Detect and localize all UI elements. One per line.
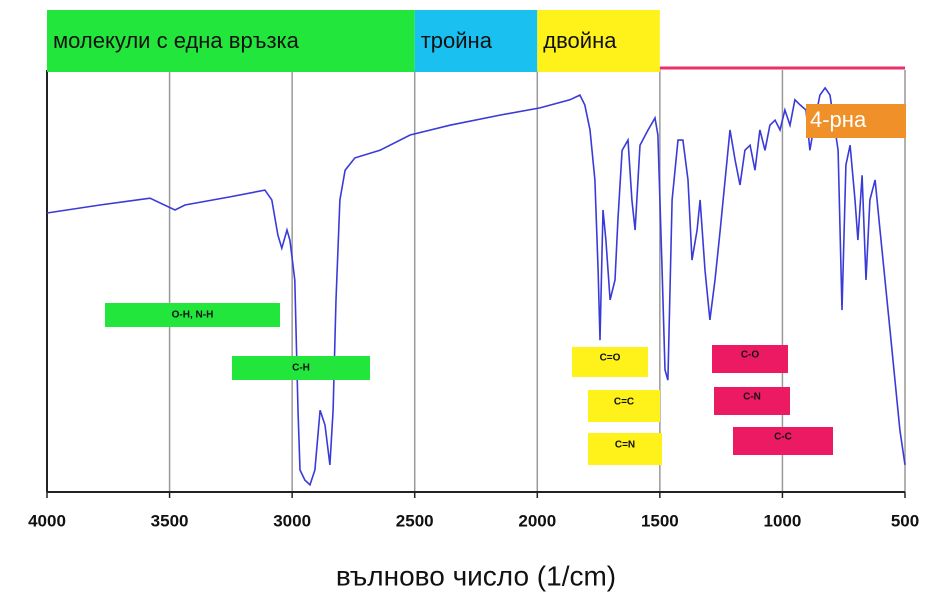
annotation-label: O-H, N-H bbox=[172, 310, 214, 321]
annotation-label: C=C bbox=[614, 397, 634, 408]
x-axis-label: вълново число (1/cm) bbox=[336, 560, 616, 591]
region-band bbox=[47, 10, 415, 72]
x-tick-label: 1000 bbox=[764, 511, 802, 530]
annotation-box bbox=[588, 390, 660, 422]
annotation-box bbox=[232, 356, 370, 380]
annotation-label: C-C bbox=[774, 432, 792, 443]
region-label: молекули с една връзка bbox=[53, 28, 300, 53]
annotation-label: C-N bbox=[743, 392, 761, 403]
annotation-label: C=N bbox=[615, 440, 635, 451]
annotation-box bbox=[712, 345, 788, 373]
x-tick-label: 1500 bbox=[641, 511, 679, 530]
annotation-box bbox=[588, 433, 662, 465]
spectrum-line bbox=[46, 86, 906, 487]
region-label: тройна bbox=[421, 28, 493, 53]
x-tick-label: 2000 bbox=[518, 511, 556, 530]
region-band bbox=[414, 10, 538, 72]
x-tick-label: 3500 bbox=[151, 511, 189, 530]
annotation-box bbox=[572, 347, 648, 377]
region-band bbox=[537, 10, 660, 72]
annotation-box bbox=[714, 387, 790, 415]
annotation-label: C-O bbox=[741, 350, 760, 361]
x-tick-label: 3000 bbox=[273, 511, 311, 530]
x-tick-label: 4000 bbox=[28, 511, 66, 530]
annotation-box bbox=[105, 303, 280, 327]
annotation-label: C=O bbox=[600, 353, 621, 364]
annotation-label: 4-рна bbox=[810, 107, 867, 132]
x-tick-label: 2500 bbox=[396, 511, 434, 530]
annotation-box bbox=[806, 104, 906, 138]
region-label: двойна bbox=[543, 28, 617, 53]
annotation-label: C-H bbox=[292, 363, 310, 374]
annotation-box bbox=[733, 427, 833, 455]
x-tick-label: 500 bbox=[891, 511, 919, 530]
